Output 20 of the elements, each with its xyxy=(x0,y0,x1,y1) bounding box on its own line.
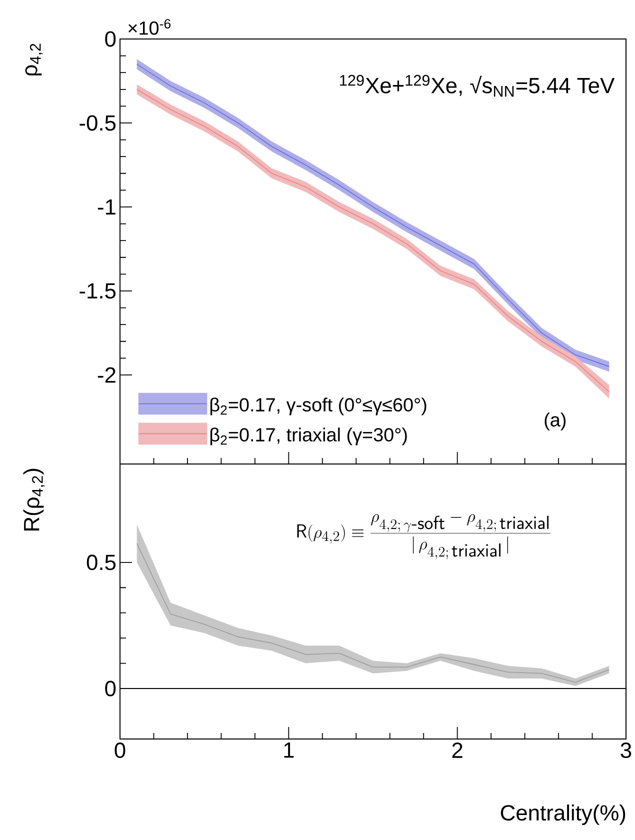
y-tick-label: -2 xyxy=(98,367,116,383)
legend-label: β$_{2}$=0.17, triaxial (γ=30°) xyxy=(210,428,407,446)
x-axis-title: Centrality(%) xyxy=(500,804,625,825)
legend-label: β$_{2}$=0.17, γ-soft (0°≤γ≤60°) xyxy=(210,398,426,416)
y-axis-title: R(ρ$_{4,2}$) xyxy=(23,468,45,530)
annotation: $\mathsf{R}(\rho_{4,2}) \equiv \frac{\rho_{4,2;\,\gamma\textsf{-soft}}-\rho_{4,2;\,\textsf{triaxial}}}{|\,\rho_{4,2;\,\textsf{triaxial}}\,|}$ xyxy=(297,514,550,560)
y-tick-label: -1 xyxy=(98,199,116,215)
y-tick-label: 0.5 xyxy=(86,554,116,570)
y-tick-label: -1.5 xyxy=(79,283,116,299)
y-tick-label: 0 xyxy=(104,31,116,47)
x-tick-label: 0 xyxy=(114,742,126,758)
y-tick-label: -0.5 xyxy=(79,115,116,131)
x-tick-label: 1 xyxy=(284,742,294,758)
text: ×10$^{-6}$ xyxy=(128,19,170,35)
y-tick-label: 0 xyxy=(104,680,116,696)
y-axis-title: ρ$_{4,2}$ xyxy=(25,44,42,76)
x-tick-label: 2 xyxy=(452,742,462,758)
annotation: (a) xyxy=(544,412,566,430)
annotation: $^{129}$Xe+$^{129}$Xe, √s$_{NN}$=5.44 TeV xyxy=(340,74,614,97)
x-tick-label: 3 xyxy=(620,742,631,758)
